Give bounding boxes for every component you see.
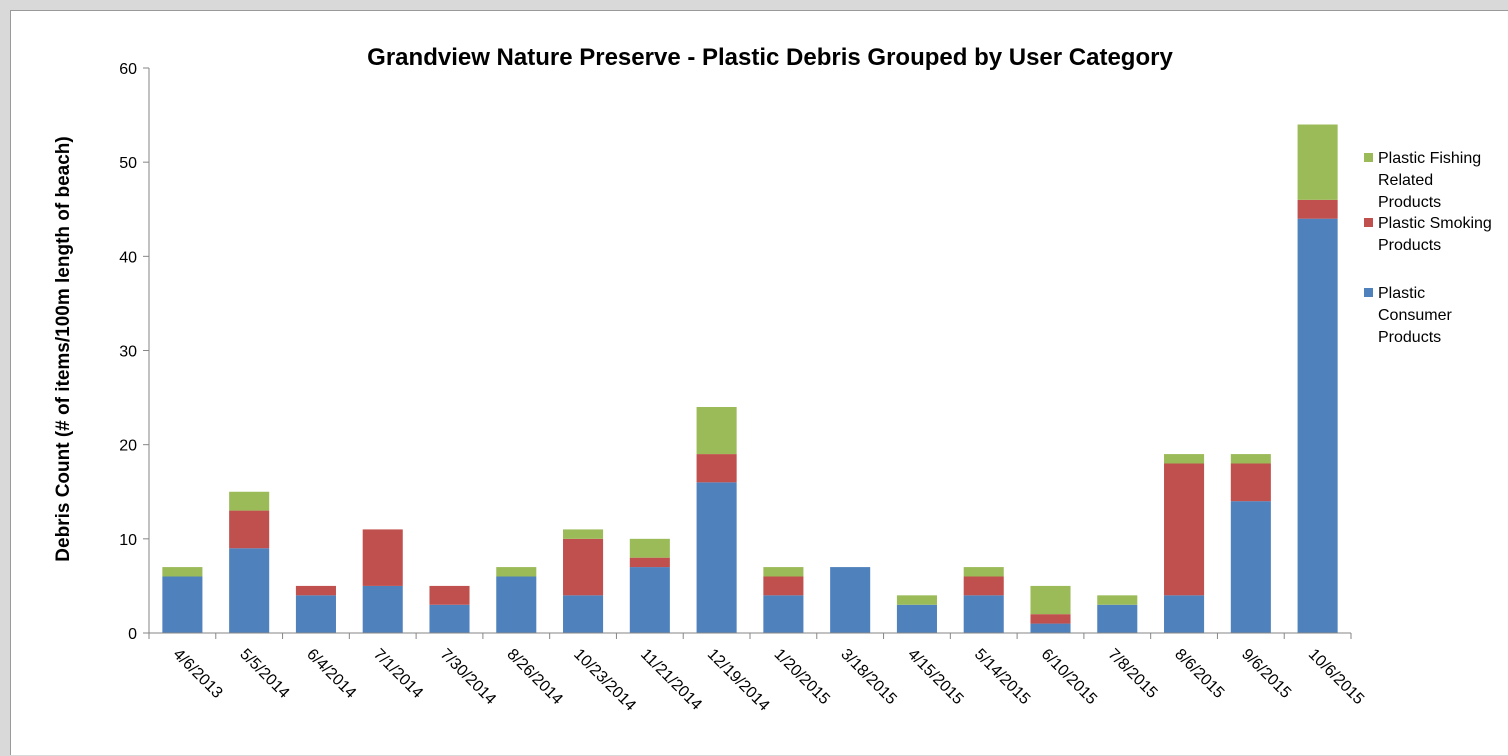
y-tick-label: 0 (128, 626, 137, 643)
x-tick-label: 4/15/2015 (904, 646, 966, 708)
legend-label: Plastic (1378, 285, 1425, 302)
bar-segment-consumer (1297, 218, 1338, 633)
y-axis-label: Debris Count (# of items/100m length of … (53, 136, 74, 561)
y-tick-label: 60 (119, 61, 137, 78)
bar-segment-fishing (162, 567, 203, 577)
x-tick-label: 12/19/2014 (704, 646, 773, 715)
x-tick-label: 7/30/2014 (437, 646, 499, 708)
x-tick-label: 8/6/2015 (1171, 646, 1227, 702)
x-tick-label: 5/14/2015 (971, 646, 1033, 708)
bar-segment-consumer (563, 595, 604, 633)
bar-segment-consumer (629, 567, 670, 633)
bar-segment-consumer (1164, 595, 1205, 633)
legend-label: Products (1378, 237, 1441, 254)
bar-segment-smoking (696, 454, 737, 483)
bar-segment-fishing (563, 529, 604, 539)
bar-segment-smoking (362, 529, 403, 586)
chart-title: Grandview Nature Preserve - Plastic Debr… (367, 44, 1173, 71)
chart-frame: Grandview Nature Preserve - Plastic Debr… (10, 10, 1508, 755)
bar-segment-fishing (763, 567, 804, 577)
bar-segment-fishing (1164, 454, 1205, 464)
bar-segment-consumer (1230, 501, 1271, 633)
y-tick-label: 10 (119, 532, 137, 549)
x-tick-label: 4/6/2013 (170, 646, 226, 702)
x-axis-ticks: 4/6/2013 5/5/2014 6/4/2014 7/1/2014 7/30/201… (148, 633, 1367, 715)
legend-label: Plastic Fishing (1378, 150, 1481, 167)
y-tick-label: 20 (119, 438, 137, 455)
x-tick-label: 6/10/2015 (1038, 646, 1100, 708)
bar-segment-consumer (162, 576, 203, 633)
legend-label: Plastic Smoking (1378, 215, 1492, 232)
bar-segment-fishing (896, 595, 937, 605)
bar-segment-fishing (229, 491, 270, 511)
bar-segment-smoking (229, 510, 270, 549)
bar-segment-smoking (963, 576, 1004, 596)
bar-segment-consumer (696, 482, 737, 633)
legend-swatch (1364, 153, 1373, 162)
legend-label: Products (1378, 329, 1441, 346)
bars-group (162, 124, 1338, 633)
y-tick-label: 40 (119, 249, 137, 266)
legend-label: Consumer (1378, 307, 1452, 324)
bar-segment-smoking (1230, 463, 1271, 502)
bar-segment-smoking (1164, 463, 1205, 596)
legend-label: Products (1378, 194, 1441, 211)
bar-segment-fishing (1230, 454, 1271, 464)
x-tick-label: 1/20/2015 (771, 646, 833, 708)
bar-segment-consumer (362, 585, 403, 633)
bar-segment-consumer (229, 548, 270, 633)
x-tick-label: 8/26/2014 (503, 646, 565, 708)
bar-segment-fishing (963, 567, 1004, 577)
bar-segment-smoking (1030, 614, 1071, 624)
x-tick-label: 5/5/2014 (236, 646, 292, 702)
bar-segment-smoking (295, 585, 336, 596)
x-tick-label: 9/6/2015 (1238, 646, 1294, 702)
bar-segment-consumer (429, 604, 470, 633)
legend-label: Related (1378, 172, 1433, 189)
bar-segment-consumer (295, 595, 336, 633)
x-tick-label: 11/21/2014 (637, 646, 705, 714)
bar-segment-fishing (496, 567, 537, 577)
bar-segment-fishing (1030, 585, 1071, 615)
bar-segment-fishing (1297, 124, 1338, 200)
bar-segment-consumer (496, 576, 537, 633)
bar-segment-consumer (830, 567, 871, 633)
x-tick-label: 10/23/2014 (570, 646, 639, 715)
bar-segment-smoking (1297, 199, 1338, 219)
bar-segment-consumer (1097, 604, 1138, 633)
y-tick-label: 50 (119, 155, 137, 172)
x-tick-label: 6/4/2014 (303, 646, 359, 702)
x-tick-label: 3/18/2015 (837, 646, 899, 708)
bar-segment-consumer (763, 595, 804, 633)
bar-segment-smoking (563, 538, 604, 596)
stacked-bar-chart: Grandview Nature Preserve - Plastic Debr… (53, 44, 1492, 715)
y-axis-ticks: 0 10 20 30 40 50 60 (119, 61, 149, 643)
y-tick-label: 30 (119, 344, 137, 361)
bar-segment-smoking (629, 557, 670, 568)
bar-segment-smoking (429, 585, 470, 605)
legend: Plastic Fishing Related Products Plastic Sm… (1364, 150, 1492, 346)
legend-swatch (1364, 218, 1373, 227)
bar-segment-smoking (763, 576, 804, 596)
legend-swatch (1364, 288, 1373, 297)
x-tick-label: 7/8/2015 (1104, 646, 1160, 702)
bar-segment-consumer (963, 595, 1004, 633)
x-tick-label: 10/6/2015 (1305, 646, 1367, 708)
bar-segment-fishing (696, 407, 737, 455)
bar-segment-fishing (629, 538, 670, 558)
bar-segment-consumer (1030, 623, 1071, 633)
bar-segment-fishing (1097, 595, 1138, 605)
bar-segment-consumer (896, 604, 937, 633)
x-tick-label: 7/1/2014 (370, 646, 426, 702)
